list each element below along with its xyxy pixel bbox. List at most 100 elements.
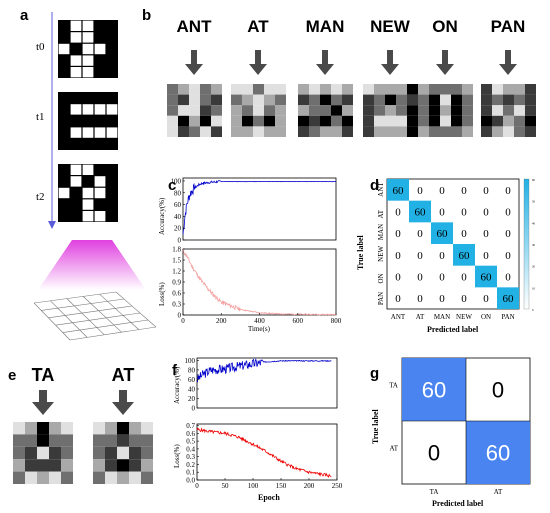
matrix-cell-value: 60 bbox=[437, 228, 449, 240]
intensity-cell bbox=[37, 434, 49, 447]
intensity-cell bbox=[189, 84, 200, 95]
intensity-cell bbox=[61, 459, 73, 472]
intensity-cell bbox=[396, 126, 407, 137]
pattern-cell bbox=[70, 115, 82, 127]
mesh-line bbox=[33, 302, 71, 341]
matrix-cell-value: 0 bbox=[483, 250, 489, 262]
mesh-line bbox=[115, 291, 157, 328]
row-label: ON bbox=[377, 273, 385, 283]
intensity-cell bbox=[492, 94, 503, 106]
pattern-cell bbox=[58, 187, 70, 199]
pattern-cell bbox=[106, 211, 118, 222]
pattern-cell bbox=[58, 43, 70, 55]
pattern-cell bbox=[106, 92, 118, 103]
intensity-cell bbox=[363, 84, 374, 95]
intensity-cell bbox=[298, 94, 309, 106]
pattern-cell bbox=[94, 67, 106, 78]
mesh-line bbox=[48, 305, 133, 319]
intensity-cell bbox=[275, 126, 286, 137]
intensity-cell bbox=[481, 105, 492, 116]
intensity-cell bbox=[189, 105, 200, 116]
intensity-cell bbox=[93, 471, 105, 484]
mesh-line bbox=[50, 300, 88, 338]
y-tick-label: 0.3 bbox=[186, 453, 195, 461]
matrix-cell-value: 0 bbox=[505, 228, 511, 240]
intensity-cell bbox=[320, 115, 331, 127]
matrix-cell-value: 0 bbox=[395, 228, 401, 240]
intensity-cell bbox=[320, 105, 331, 116]
intensity-cell bbox=[93, 446, 105, 460]
panel-d: 60 0 0 0 0 0 0 60 0 0 0 0 0 0 60 0 0 0 0 0 0 60 0 0 0 0 0 0 60 0 0 0 0 0 0… bbox=[356, 178, 536, 334]
intensity-cell bbox=[49, 434, 61, 447]
matrix-cell-value: 0 bbox=[395, 207, 401, 219]
intensity-cell bbox=[525, 105, 536, 116]
intensity-cell bbox=[211, 126, 222, 137]
mesh-line bbox=[41, 298, 125, 311]
pattern-cell bbox=[70, 104, 82, 115]
pattern-cell bbox=[94, 199, 106, 210]
intensity-cell bbox=[253, 105, 264, 116]
matrix-cell-value: 60 bbox=[481, 272, 493, 284]
matrix-cell-value: 0 bbox=[417, 293, 423, 305]
matrix-cell-value: 0 bbox=[417, 185, 423, 197]
x-tick-label: 100 bbox=[248, 482, 259, 490]
intensity-cell bbox=[407, 94, 418, 106]
column-label: MAN bbox=[434, 313, 450, 321]
panel-e-label: e bbox=[8, 367, 16, 384]
intensity-cell bbox=[200, 126, 211, 137]
intensity-cell bbox=[105, 434, 117, 447]
pattern-cell bbox=[106, 32, 118, 43]
intensity-cell bbox=[49, 471, 61, 484]
intensity-cell bbox=[331, 115, 342, 127]
x-tick-label: 150 bbox=[276, 482, 287, 490]
pattern-cell bbox=[94, 164, 106, 175]
y-tick-label: 0 bbox=[178, 312, 182, 320]
panel-g-label: g bbox=[370, 365, 379, 382]
intensity-cell bbox=[200, 115, 211, 127]
pattern-cell bbox=[58, 176, 70, 187]
intensity-cell bbox=[264, 105, 275, 116]
intensity-cell bbox=[320, 126, 331, 137]
intensity-cell bbox=[363, 105, 374, 116]
intensity-cell bbox=[253, 126, 264, 137]
down-arrow-icon bbox=[112, 390, 134, 415]
mesh-line bbox=[66, 298, 105, 336]
intensity-cell bbox=[178, 115, 189, 127]
intensity-cell bbox=[231, 105, 242, 116]
pattern-cell bbox=[94, 127, 106, 138]
intensity-cell bbox=[141, 434, 153, 447]
pattern-cell bbox=[58, 127, 70, 138]
intensity-cell bbox=[503, 105, 514, 116]
intensity-cell bbox=[253, 84, 264, 95]
intensity-cell bbox=[451, 105, 462, 116]
intensity-cell bbox=[418, 126, 429, 137]
intensity-cell bbox=[462, 94, 473, 106]
mesh-line bbox=[99, 293, 140, 330]
row-label: ANT bbox=[377, 182, 385, 197]
intensity-cell bbox=[61, 434, 73, 447]
colorbar-tick-label: 20 bbox=[532, 265, 536, 269]
column-label: NEW bbox=[456, 313, 472, 321]
pattern-cell bbox=[82, 127, 94, 138]
panel-g: 60 0 0 60 TA TA AT AT True label Predicted labe… bbox=[371, 357, 531, 508]
y-tick-label: 40 bbox=[174, 213, 182, 221]
pattern-cell bbox=[58, 164, 70, 175]
intensity-cell bbox=[189, 115, 200, 127]
colorbar bbox=[523, 178, 530, 310]
intensity-cell bbox=[167, 115, 178, 127]
intensity-cell bbox=[211, 115, 222, 127]
intensity-cell bbox=[141, 422, 153, 435]
intensity-cell bbox=[309, 126, 320, 137]
intensity-cell bbox=[481, 94, 492, 106]
x-tick-label: 200 bbox=[216, 317, 227, 325]
intensity-cell bbox=[374, 105, 385, 116]
intensity-cell bbox=[61, 422, 73, 435]
intensity-cell bbox=[492, 84, 503, 95]
y-tick-label: 0.4 bbox=[186, 445, 195, 453]
pattern-cell bbox=[70, 139, 82, 150]
word-label: MAN bbox=[306, 17, 345, 36]
intensity-cell bbox=[117, 434, 129, 447]
intensity-cell bbox=[462, 115, 473, 127]
intensity-cell bbox=[298, 115, 309, 127]
